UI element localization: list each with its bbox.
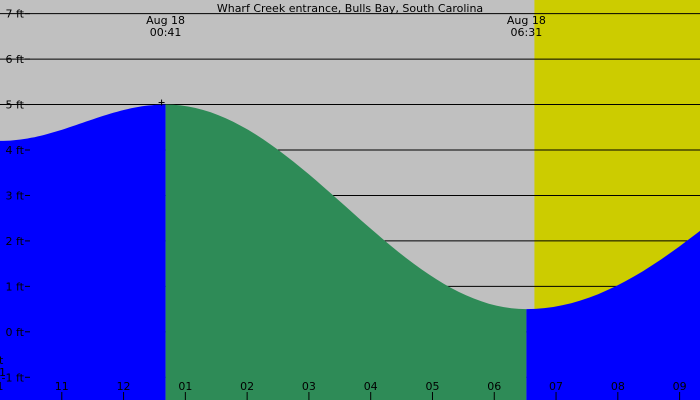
hour-tick-label: 09 [673, 380, 687, 393]
y-tick-label: 3 ft [6, 189, 25, 202]
extreme-time-label: 06:31 [511, 26, 543, 39]
extreme-time-label: 00:41 [150, 26, 182, 39]
hour-tick-label: 05 [425, 380, 439, 393]
y-tick-label: 1 ft [6, 280, 25, 293]
y-tick-label: 4 ft [6, 144, 25, 157]
y-axis: 7 ft 6 ft 5 ft 4 ft 3 ft 2 ft 1 ft 0 ft -1 ft [2, 8, 30, 384]
extreme-date-label: Aug 18 [507, 14, 546, 27]
hour-tick-label: 07 [549, 380, 563, 393]
y-tick-label: 7 ft [6, 8, 25, 21]
y-tick-label: 5 ft [6, 99, 25, 112]
rising-tide-area [526, 230, 700, 400]
hour-tick-label: 01 [178, 380, 192, 393]
falling-tide-area [165, 104, 527, 400]
y-tick-label: 2 ft [6, 235, 25, 248]
extreme-date-label: Aug 18 [146, 14, 185, 27]
y-tick-label: 0 ft [6, 326, 25, 339]
chart-title: Wharf Creek entrance, Bulls Bay, South C… [217, 2, 483, 15]
hour-tick-label: 08 [611, 380, 625, 393]
y-tick-label: 6 ft [6, 53, 25, 66]
hour-tick-label: 11 [55, 380, 69, 393]
hour-tick-label: 06 [487, 380, 501, 393]
hour-tick-label: 12 [117, 380, 131, 393]
tide-areas [0, 104, 700, 400]
hour-tick-label: 1 [0, 380, 4, 393]
edge-label-bottom: 1 [0, 366, 6, 379]
hour-tick-label: 03 [302, 380, 316, 393]
y-tick-label: -1 ft [2, 371, 25, 384]
rising-tide-area [0, 104, 166, 400]
hour-tick-label: 04 [364, 380, 378, 393]
edge-label-top: t [0, 354, 4, 367]
hour-tick-label: 02 [240, 380, 254, 393]
